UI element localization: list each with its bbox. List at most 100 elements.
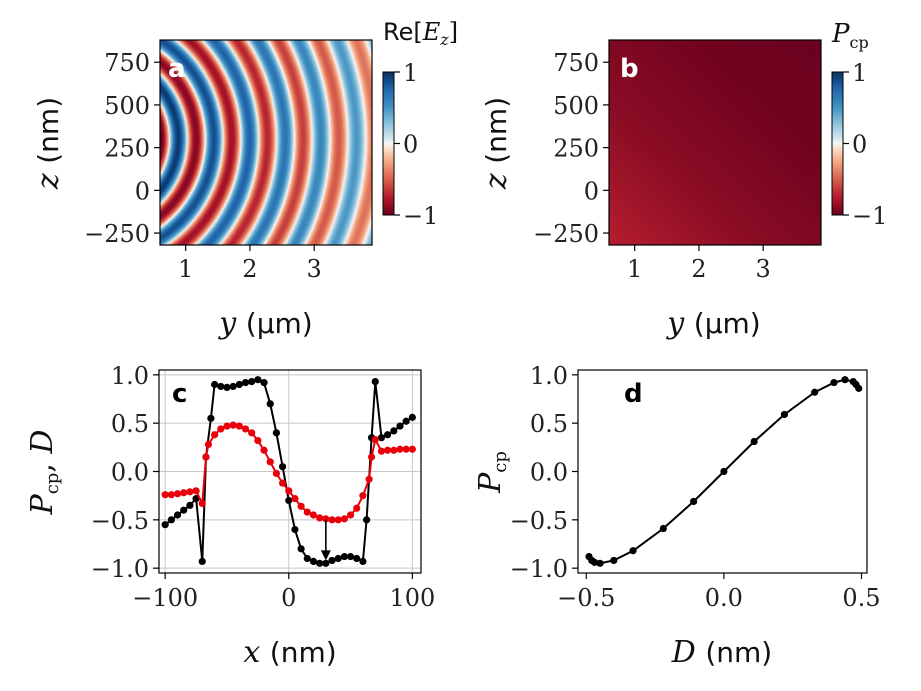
panel-a-ytick-label-2: 250: [104, 135, 150, 163]
panel-c-series-1-point-27: [322, 515, 330, 523]
panel-b-colorbar-tick-label-1: 0: [852, 131, 867, 159]
panel-c-series-1-point-14: [241, 425, 250, 433]
panel-b: 1 2 3 −250 0 250 500 750 b y (μm) z (nm) 1 0 −1 P…: [479, 19, 887, 341]
panel-c-series-1-point-15: [248, 429, 256, 437]
panel-c-series-0-point-40: [396, 422, 404, 430]
panel-c-series-0-point-0: [161, 521, 169, 529]
panel-a-ytick-label-0: −250: [84, 220, 150, 248]
panel-c-series-0-point-8: [207, 414, 215, 422]
panel-d-series-0-point-7: [690, 497, 698, 506]
panel-c-series-0-point-10: [217, 382, 225, 391]
panel-d-ytick-label-0: −1.0: [510, 555, 568, 583]
panel-c-series-0-point-33: [359, 557, 367, 566]
panel-a-ylabel: z (nm): [31, 97, 66, 190]
panel-c-series-1-point-28: [328, 516, 336, 524]
panel-c-series-0-point-4: [186, 501, 194, 509]
panel-d-series-0-point-3: [596, 559, 604, 567]
panel-a-ytick-label-1: 0: [135, 177, 150, 205]
panel-d-series-0-point-16: [855, 384, 863, 392]
panel-c-letter: c: [172, 379, 187, 409]
panel-c-series-0-point-5: [192, 494, 200, 503]
panel-d-series-0-point-12: [830, 378, 838, 387]
panel-c-series-1-point-25: [309, 511, 318, 519]
panel-c-series-0-point-31: [346, 552, 355, 561]
panel-c-series-1-point-36: [371, 436, 379, 444]
panel-a-xtick-label-1: 2: [242, 255, 257, 283]
panel-b-ytick-label-2: 250: [553, 135, 599, 163]
panel-b-colorbar-tick-label-2: −1: [852, 202, 887, 230]
panel-c-series-1-point-24: [303, 508, 311, 516]
panel-c-series-1-point-13: [235, 422, 243, 430]
panel-c-series-0-point-15: [248, 378, 256, 386]
panel-c-series-0-point-14: [241, 378, 250, 387]
panel-c-ytick-label-2: 0.0: [111, 459, 149, 487]
panel-c-series-1-point-22: [291, 494, 299, 503]
panel-a-xtick-label-2: 3: [307, 255, 322, 283]
panel-c-series-0-point-28: [328, 556, 336, 565]
panel-c-ytick-label-4: 1.0: [111, 362, 149, 390]
panel-c-series-0-point-38: [384, 431, 392, 439]
panel-c-xlabel: x (nm): [243, 635, 336, 670]
panel-c-series-0-point-12: [229, 382, 237, 391]
panel-d-series-0-point-2: [590, 558, 599, 566]
panel-c-series-1-point-34: [365, 475, 373, 483]
panel-c-series-0-point-37: [377, 434, 386, 442]
panel-a-frame: [159, 39, 373, 246]
panel-d-series-0-point-10: [780, 410, 789, 419]
panel-d-ytick-label-4: 1.0: [530, 362, 568, 390]
panel-a-colorbar-tick-label-0: 1: [403, 59, 418, 87]
panel-c-ylabel: Pcp, D: [25, 430, 63, 516]
panel-a: 1 2 3 −250 0 250 500 750 a y (μm) z (nm) 1 0 −1 R…: [31, 18, 458, 341]
panel-c-series-0-point-11: [223, 383, 231, 391]
panel-a-colorbar-label: Re[Ez]: [383, 18, 458, 49]
panel-d: −0.5 0.0 0.5−1.0−0.50.00.51.0 d D (nm) Pcp: [473, 362, 881, 670]
panel-a-xtick-label-0: 1: [178, 255, 193, 283]
panel-c-series-1-point-32: [353, 504, 361, 512]
panel-b-heatmap: [609, 40, 821, 245]
panel-c-series-1-point-37: [377, 447, 386, 455]
panel-d-series-0-point-13: [841, 376, 849, 384]
panel-d-series-0-point-9: [750, 437, 758, 446]
panel-d-xtick-label-2: 0.5: [842, 584, 880, 612]
panel-c-series-0-point-24: [303, 554, 311, 563]
panel-c-series-1-point-3: [180, 489, 188, 497]
panel-d-ylabel: Pcp: [473, 451, 511, 494]
panel-c-series-0-point-2: [173, 511, 182, 519]
panel-a-colorbar: [382, 71, 395, 216]
panel-d-ytick-label-1: −0.5: [510, 507, 568, 535]
panel-c-series-1-point-30: [340, 515, 348, 523]
panel-c-series-0-point-42: [408, 413, 416, 421]
panel-c-series-1-point-1: [167, 491, 175, 499]
panel-c-series-0-point-34: [363, 516, 371, 524]
panel-c-series-0-point-41: [402, 417, 410, 425]
panel-c-series-0-point-32: [353, 554, 361, 563]
panel-c-series-0-point-39: [390, 427, 398, 435]
panel-c-xtick-label-1: 0: [281, 584, 296, 612]
panel-d-ytick-label-2: 0.0: [530, 459, 568, 487]
panel-d-series-0-point-8: [720, 467, 728, 476]
panel-c-series-0-point-23: [297, 545, 305, 553]
panel-c-series-1-point-19: [272, 469, 281, 478]
panel-c-series-0-point-9: [211, 380, 219, 389]
panel-c-ytick-label-0: −1.0: [91, 555, 149, 583]
panel-c-series-0-point-29: [334, 554, 342, 563]
panel-c-series-1-point-9: [211, 431, 219, 439]
panel-c-series-1-point-23: [297, 502, 305, 510]
panel-c-series-0-point-17: [260, 378, 268, 387]
panel-c-series-1-point-10: [217, 425, 225, 433]
panel-b-ytick-label-1: 0: [584, 177, 599, 205]
panel-c-series-1-point-38: [384, 446, 392, 454]
panel-c-series-1-point-16: [254, 436, 262, 445]
panel-b-colorbar: [831, 71, 844, 216]
panel-c-series-1-point-12: [229, 421, 237, 429]
panel-c-ytick-label-1: −0.5: [91, 507, 149, 535]
panel-c-series-1-point-26: [316, 514, 324, 522]
panel-c-series-0-point-22: [291, 525, 299, 534]
panel-d-xtick-label-0: −0.5: [557, 584, 615, 612]
panel-c-series-0-point-27: [322, 559, 330, 567]
panel-d-series-0-point-11: [811, 388, 819, 396]
panel-c-series-1-point-29: [334, 516, 342, 524]
panel-c-series-1-point-11: [223, 422, 231, 430]
panel-c-series-1-point-4: [186, 488, 194, 496]
